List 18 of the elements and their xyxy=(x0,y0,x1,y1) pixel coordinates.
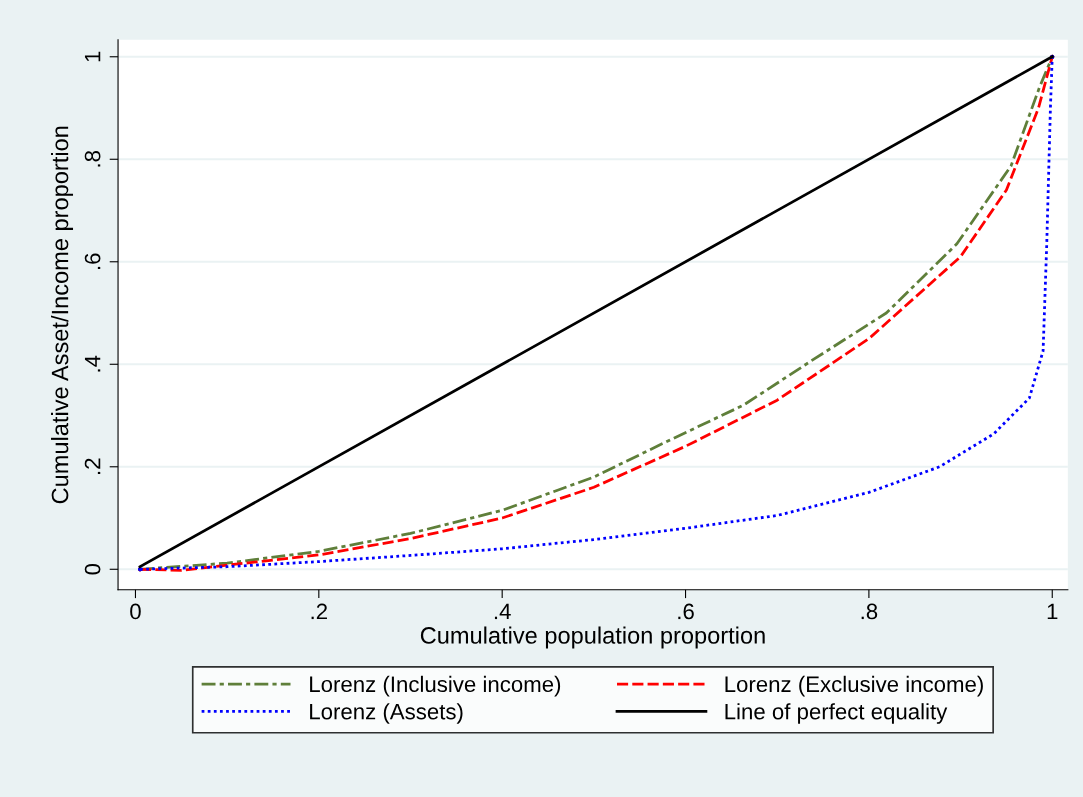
y-tick-label: 1 xyxy=(84,51,101,62)
y-axis-title: Cumulative Asset/Income proportion xyxy=(51,126,74,504)
legend-label: Lorenz (Inclusive income) xyxy=(310,675,561,697)
x-tick-label: .6 xyxy=(678,603,694,620)
y-tick-label: .4 xyxy=(84,355,101,372)
x-tick-label: .2 xyxy=(311,603,327,620)
y-tick-label: .8 xyxy=(84,150,101,167)
legend-label: Lorenz (Exclusive income) xyxy=(725,675,983,697)
x-axis-title: Cumulative population proportion xyxy=(420,626,765,649)
x-tick-label: 1 xyxy=(1047,603,1058,620)
x-tick-label: .8 xyxy=(861,603,878,620)
y-tick-label: .2 xyxy=(84,458,101,475)
legend-label: Line of perfect equality xyxy=(725,703,948,724)
y-tick-label: 0 xyxy=(84,563,101,575)
y-tick-label: .6 xyxy=(84,253,101,270)
x-tick-label: .4 xyxy=(494,603,511,620)
x-tick-label: 0 xyxy=(130,603,141,620)
legend-label: Lorenz (Assets) xyxy=(310,703,463,724)
